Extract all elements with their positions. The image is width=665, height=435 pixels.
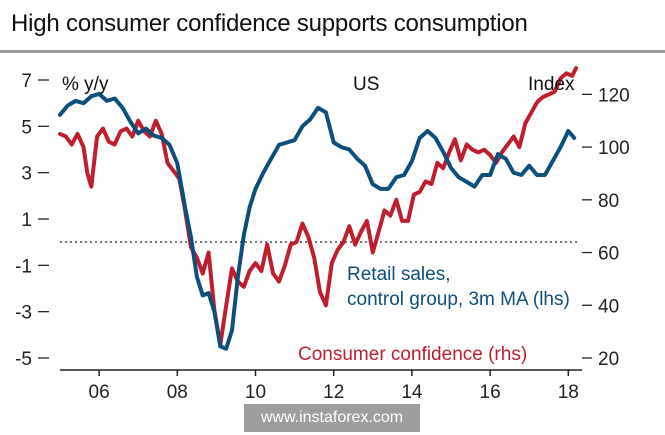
right-tick-label: 80 [598,191,619,212]
retail-sales-line [58,91,577,351]
left-axis-label: % y/y [62,74,109,95]
watermark: www.instaforex.com [244,404,420,432]
x-tick-label: 18 [558,382,579,403]
x-tick-label: 12 [323,382,344,403]
left-tick-label: -5 [15,349,32,370]
right-tick-label: 100 [598,138,630,159]
right-tick-label: 40 [598,296,619,317]
retail-sales-legend: Retail sales, control group, 3m MA (lhs) [347,264,570,310]
panel-label: US [353,74,379,95]
left-axis-ticks: 7 5 3 1 -1 -3 -5 [15,71,49,370]
left-tick-label: 3 [21,164,32,185]
left-tick-label: 5 [21,117,32,138]
chart-title: High consumer confidence supports consum… [11,10,528,37]
title-rule [0,50,665,53]
left-tick-label: -1 [15,256,32,277]
x-axis-ticks: 06 08 10 12 14 16 18 [89,370,579,403]
right-tick-label: 60 [598,244,619,265]
right-axis-ticks: 120 100 80 60 40 20 [582,85,630,370]
x-tick-label: 14 [401,382,423,403]
x-tick-label: 16 [480,382,501,403]
left-tick-label: 7 [21,71,32,92]
right-tick-label: 120 [598,85,630,106]
series-layer [58,66,579,351]
right-tick-label: 20 [598,349,619,370]
left-tick-label: -3 [15,303,32,324]
x-tick-label: 10 [245,382,266,403]
chart: 06 08 10 12 14 16 18 7 5 3 1 -1 -3 -5 120 100 80 60 40 20… [15,66,630,403]
right-axis-label: Index [528,74,575,95]
left-tick-label: 1 [21,210,32,231]
x-tick-label: 08 [167,382,188,403]
x-tick-label: 06 [89,382,110,403]
consumer-confidence-legend: Consumer confidence (rhs) [298,344,527,365]
